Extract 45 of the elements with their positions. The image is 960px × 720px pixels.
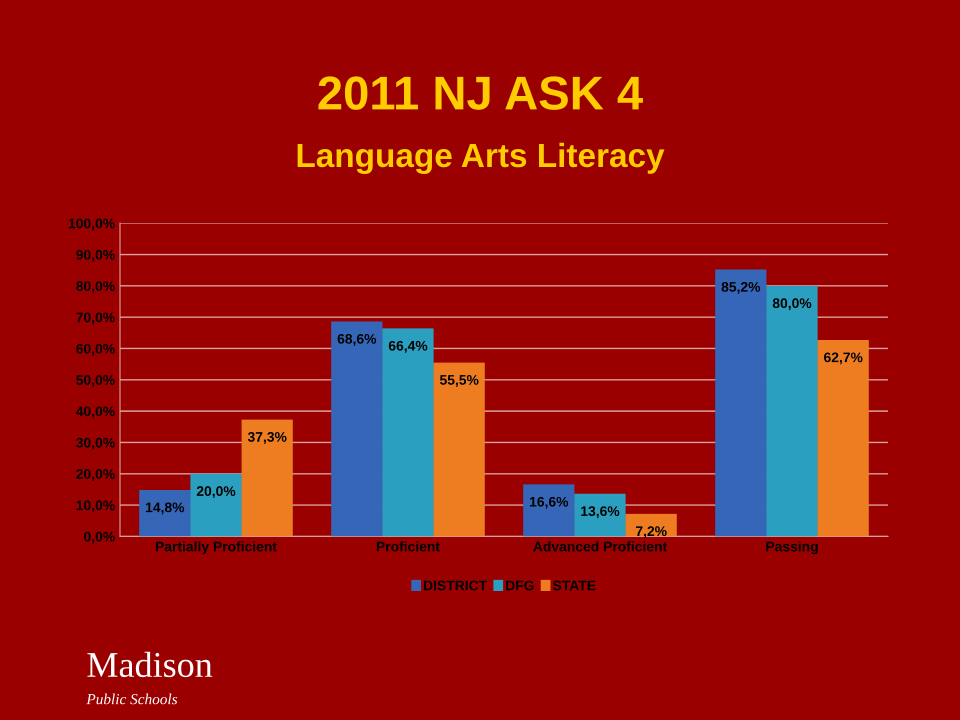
bar bbox=[331, 322, 382, 536]
bar bbox=[190, 474, 242, 536]
y-tick-label: 60,0% bbox=[76, 344, 115, 356]
x-tick-label: Partially Proficient bbox=[156, 541, 277, 554]
data-label: 66,4% bbox=[388, 340, 428, 353]
bar bbox=[382, 328, 434, 536]
y-tick-label: 10,0% bbox=[76, 500, 115, 512]
data-label: 85,2% bbox=[722, 282, 760, 294]
legend-label: STATE bbox=[552, 580, 596, 590]
data-label: 7,2% bbox=[636, 526, 667, 538]
chart-subtitle: Language Arts Literacy bbox=[298, 142, 664, 174]
legend-label: DISTRICT bbox=[424, 580, 487, 590]
bar bbox=[715, 270, 766, 536]
y-tick-label: 70,0% bbox=[76, 312, 115, 324]
data-label: 80,0% bbox=[772, 298, 812, 310]
y-tick-label: 50,0% bbox=[76, 375, 115, 387]
y-tick-label: 90,0% bbox=[76, 250, 115, 262]
x-tick-label: Advanced Proficient bbox=[533, 541, 667, 552]
data-label: 13,6% bbox=[581, 506, 620, 518]
x-tick-label: Proficient bbox=[376, 541, 440, 552]
bar bbox=[766, 286, 818, 536]
y-tick-label: 0,0% bbox=[84, 532, 115, 544]
data-label: 14,8% bbox=[146, 502, 184, 514]
bar bbox=[242, 420, 293, 536]
x-tick-label: Passing bbox=[766, 541, 818, 554]
bar bbox=[523, 484, 574, 536]
text: Public Schools bbox=[86, 694, 178, 704]
bar bbox=[574, 494, 626, 536]
y-tick-label: 20,0% bbox=[76, 469, 115, 481]
bar bbox=[139, 490, 190, 536]
data-label: 20,0% bbox=[196, 486, 236, 498]
data-label: 62,7% bbox=[824, 352, 863, 364]
data-label: 37,3% bbox=[248, 432, 287, 444]
data-label: 55,5% bbox=[440, 375, 479, 387]
y-tick-label: 40,0% bbox=[76, 406, 115, 418]
legend-label: DFG bbox=[506, 580, 534, 590]
data-label: 68,6% bbox=[338, 334, 376, 346]
y-tick-label: 80,0% bbox=[76, 281, 115, 294]
bar bbox=[434, 362, 485, 536]
text: Madison bbox=[87, 652, 212, 678]
data-label: 16,6% bbox=[530, 496, 568, 509]
chart-title: 2011 NJ ASK 4 bbox=[318, 76, 643, 110]
y-tick-label: 30,0% bbox=[76, 438, 115, 450]
bar bbox=[818, 340, 869, 536]
y-tick-label: 100,0% bbox=[68, 218, 115, 230]
